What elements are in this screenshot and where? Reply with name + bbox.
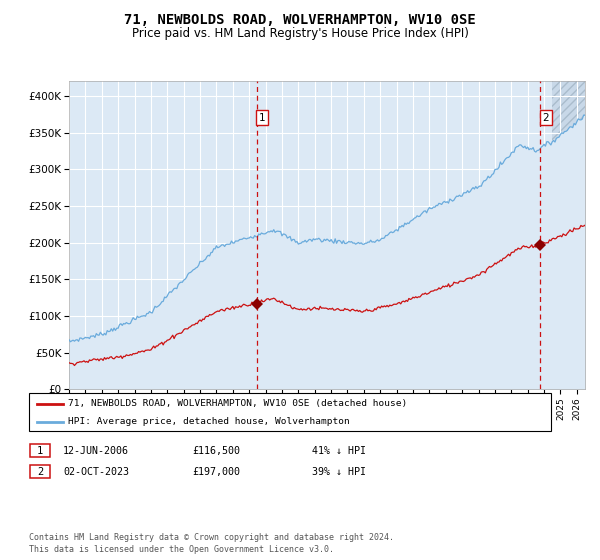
Text: 1: 1	[259, 113, 266, 123]
Bar	[552, 81, 585, 389]
Text: HPI: Average price, detached house, Wolverhampton: HPI: Average price, detached house, Wolv…	[68, 417, 350, 426]
Text: 02-OCT-2023: 02-OCT-2023	[63, 466, 129, 477]
Text: £197,000: £197,000	[192, 466, 240, 477]
Text: 71, NEWBOLDS ROAD, WOLVERHAMPTON, WV10 0SE: 71, NEWBOLDS ROAD, WOLVERHAMPTON, WV10 0…	[124, 13, 476, 27]
Text: 12-JUN-2006: 12-JUN-2006	[63, 446, 129, 456]
FancyBboxPatch shape	[30, 444, 50, 458]
Text: 1: 1	[37, 446, 43, 456]
FancyBboxPatch shape	[30, 465, 50, 478]
Text: 39% ↓ HPI: 39% ↓ HPI	[312, 466, 366, 477]
Text: 41% ↓ HPI: 41% ↓ HPI	[312, 446, 366, 456]
Text: 2: 2	[37, 466, 43, 477]
Text: Price paid vs. HM Land Registry's House Price Index (HPI): Price paid vs. HM Land Registry's House …	[131, 27, 469, 40]
Text: 71, NEWBOLDS ROAD, WOLVERHAMPTON, WV10 0SE (detached house): 71, NEWBOLDS ROAD, WOLVERHAMPTON, WV10 0…	[68, 399, 407, 408]
FancyBboxPatch shape	[29, 393, 551, 431]
Text: £116,500: £116,500	[192, 446, 240, 456]
Text: 2: 2	[542, 113, 549, 123]
Text: Contains HM Land Registry data © Crown copyright and database right 2024.
This d: Contains HM Land Registry data © Crown c…	[29, 533, 394, 554]
